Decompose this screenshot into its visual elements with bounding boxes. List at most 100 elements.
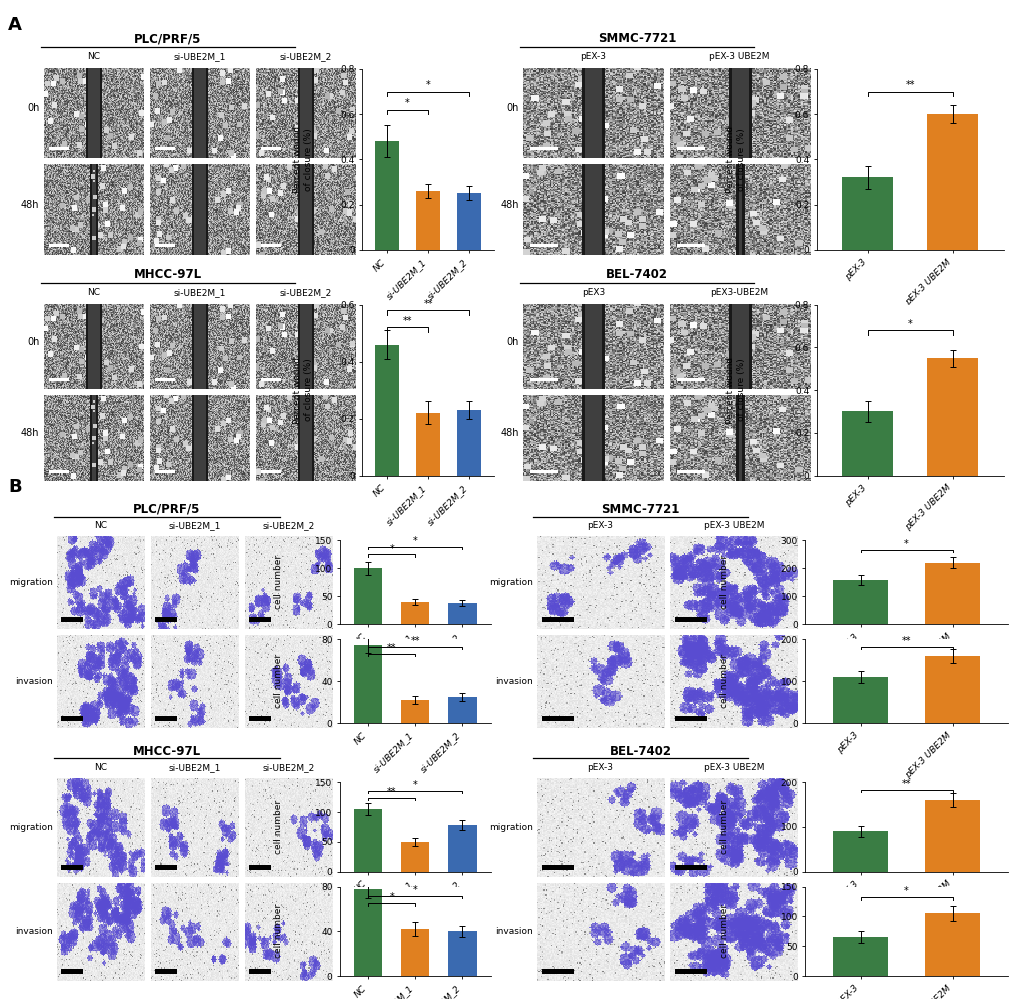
Bar — [400, 842, 429, 871]
Text: si-UBE2M_2: si-UBE2M_2 — [279, 288, 331, 297]
Text: *: * — [413, 885, 418, 895]
Text: MHCC-97L: MHCC-97L — [132, 744, 201, 757]
Y-axis label: Percent wound
of closure (%): Percent wound of closure (%) — [292, 126, 312, 193]
Text: pEX-3: pEX-3 — [587, 762, 612, 772]
Y-axis label: cell number: cell number — [274, 654, 282, 708]
Y-axis label: cell number: cell number — [718, 654, 728, 708]
Text: *: * — [425, 80, 430, 90]
Text: si-UBE2M_1: si-UBE2M_1 — [173, 52, 225, 61]
Bar — [448, 603, 476, 624]
Text: *: * — [903, 886, 908, 896]
Bar — [354, 568, 382, 624]
Text: migration: migration — [488, 823, 532, 832]
Text: si-UBE2M_1: si-UBE2M_1 — [169, 520, 221, 530]
Bar — [374, 141, 399, 250]
Text: A: A — [8, 16, 22, 35]
Text: si-UBE2M_1: si-UBE2M_1 — [173, 288, 225, 297]
Text: NC: NC — [95, 520, 107, 530]
Text: *: * — [903, 539, 908, 549]
Bar — [448, 931, 476, 976]
Text: 0h: 0h — [26, 337, 40, 347]
Bar — [354, 644, 382, 723]
Bar — [833, 677, 888, 723]
Text: **: ** — [387, 787, 396, 797]
Text: 48h: 48h — [499, 200, 519, 210]
Text: invasion: invasion — [494, 677, 532, 686]
Text: **: ** — [403, 316, 412, 326]
Text: **: ** — [901, 636, 910, 646]
Y-axis label: cell number: cell number — [718, 555, 728, 609]
Text: BEL-7402: BEL-7402 — [609, 744, 671, 757]
Y-axis label: Percent wound
of closure (%): Percent wound of closure (%) — [726, 126, 745, 193]
Text: 48h: 48h — [20, 200, 40, 210]
Text: NC: NC — [95, 762, 107, 772]
Text: *: * — [389, 892, 394, 902]
Text: si-UBE2M_1: si-UBE2M_1 — [169, 762, 221, 772]
Y-axis label: cell number: cell number — [718, 800, 728, 854]
Text: pEX3-UBE2M: pEX3-UBE2M — [710, 288, 768, 297]
Text: **: ** — [423, 299, 432, 309]
Bar — [354, 809, 382, 871]
Bar — [926, 114, 977, 250]
Text: PLC/PRF/5: PLC/PRF/5 — [135, 32, 202, 46]
Y-axis label: cell number: cell number — [274, 555, 282, 609]
Text: **: ** — [901, 779, 910, 789]
Text: 48h: 48h — [499, 429, 519, 439]
Bar — [833, 831, 888, 871]
Text: invasion: invasion — [15, 927, 53, 936]
Bar — [842, 412, 893, 476]
Text: SMMC-7721: SMMC-7721 — [601, 502, 679, 515]
Text: PLC/PRF/5: PLC/PRF/5 — [133, 502, 201, 515]
Text: NC: NC — [88, 288, 100, 297]
Bar — [833, 579, 888, 624]
Bar — [833, 937, 888, 976]
Text: migration: migration — [9, 823, 53, 832]
Bar — [924, 656, 979, 723]
Text: si-UBE2M_2: si-UBE2M_2 — [279, 52, 331, 61]
Bar — [416, 413, 440, 476]
Y-axis label: cell number: cell number — [718, 904, 728, 958]
Text: **: ** — [905, 80, 914, 90]
Bar — [400, 602, 429, 624]
Text: pEX-3: pEX-3 — [580, 52, 605, 61]
Text: 0h: 0h — [505, 337, 519, 347]
Text: migration: migration — [9, 578, 53, 587]
Text: *: * — [405, 98, 410, 108]
Text: invasion: invasion — [494, 927, 532, 936]
Y-axis label: cell number: cell number — [274, 800, 282, 854]
Bar — [924, 800, 979, 871]
Bar — [416, 191, 440, 250]
Text: *: * — [413, 779, 418, 789]
Text: 48h: 48h — [20, 429, 40, 439]
Bar — [354, 889, 382, 976]
Text: pEX-3 UBE2M: pEX-3 UBE2M — [708, 52, 769, 61]
Bar — [374, 345, 399, 476]
Text: NC: NC — [88, 52, 100, 61]
Text: BEL-7402: BEL-7402 — [605, 268, 667, 282]
Text: pEX-3: pEX-3 — [587, 520, 612, 530]
Text: pEX-3 UBE2M: pEX-3 UBE2M — [703, 520, 764, 530]
Text: 0h: 0h — [26, 103, 40, 113]
Text: si-UBE2M_2: si-UBE2M_2 — [263, 762, 315, 772]
Text: invasion: invasion — [15, 677, 53, 686]
Text: si-UBE2M_2: si-UBE2M_2 — [263, 520, 315, 530]
Y-axis label: Percent wound
of closure (%): Percent wound of closure (%) — [292, 357, 312, 424]
Text: 0h: 0h — [505, 103, 519, 113]
Text: *: * — [389, 543, 394, 553]
Bar — [924, 913, 979, 976]
Text: pEX-3 UBE2M: pEX-3 UBE2M — [703, 762, 764, 772]
Bar — [457, 410, 481, 476]
Bar — [400, 929, 429, 976]
Y-axis label: Percent wound
of closure (%): Percent wound of closure (%) — [726, 357, 745, 424]
Text: migration: migration — [488, 578, 532, 587]
Bar — [842, 178, 893, 250]
Bar — [448, 825, 476, 871]
Text: MHCC-97L: MHCC-97L — [133, 268, 202, 282]
Bar — [926, 358, 977, 476]
Text: pEX3: pEX3 — [581, 288, 604, 297]
Bar — [448, 697, 476, 723]
Bar — [924, 562, 979, 624]
Bar — [400, 700, 429, 723]
Text: B: B — [8, 478, 21, 497]
Text: *: * — [413, 536, 418, 546]
